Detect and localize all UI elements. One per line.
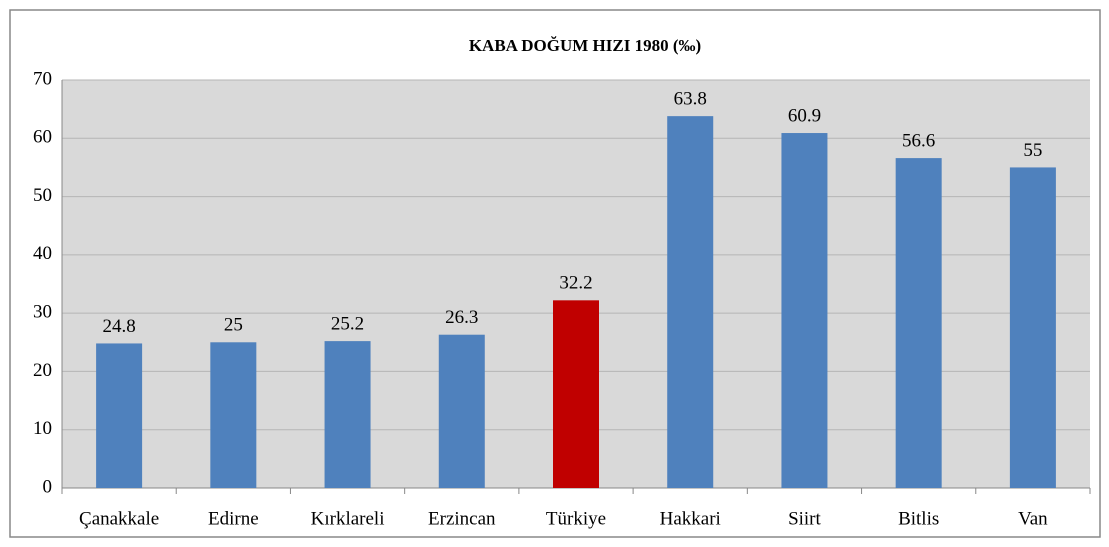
y-tick-label: 50 [33, 185, 52, 206]
bar [895, 158, 942, 489]
x-tick-label: Erzincan [428, 508, 496, 529]
x-tick-label: Bitlis [898, 508, 939, 529]
y-tick-label: 30 [33, 302, 52, 323]
bar [667, 116, 714, 488]
bar [1009, 167, 1056, 488]
y-tick-label: 10 [33, 418, 52, 439]
y-tick-label: 0 [43, 476, 53, 497]
bar [210, 342, 257, 488]
x-tick-label: Kırklareli [311, 508, 385, 529]
bar [438, 334, 485, 488]
value-label: 25 [224, 315, 243, 336]
x-tick-label: Van [1018, 508, 1048, 529]
y-tick-label: 20 [33, 360, 52, 381]
value-label: 24.8 [102, 316, 135, 337]
bar [553, 300, 599, 488]
x-tick-label: Edirne [208, 508, 259, 529]
value-label: 32.2 [559, 273, 592, 294]
value-label: 60.9 [788, 105, 821, 126]
value-label: 63.8 [674, 88, 707, 109]
bar [324, 341, 371, 488]
bar [781, 133, 828, 489]
chart-title: KABA DOĞUM HIZI 1980 (‰) [469, 36, 701, 55]
value-label: 25.2 [331, 313, 364, 334]
x-tick-label: Türkiye [546, 508, 606, 529]
value-label: 55 [1023, 140, 1042, 161]
y-tick-label: 60 [33, 127, 52, 148]
x-tick-label: Çanakkale [79, 508, 159, 529]
y-tick-label: 40 [33, 243, 52, 264]
value-label: 26.3 [445, 307, 478, 328]
value-label: 56.6 [902, 130, 935, 151]
bar [96, 343, 143, 488]
y-tick-label: 70 [33, 68, 52, 89]
x-tick-label: Siirt [788, 508, 821, 529]
x-tick-label: Hakkari [660, 508, 721, 529]
